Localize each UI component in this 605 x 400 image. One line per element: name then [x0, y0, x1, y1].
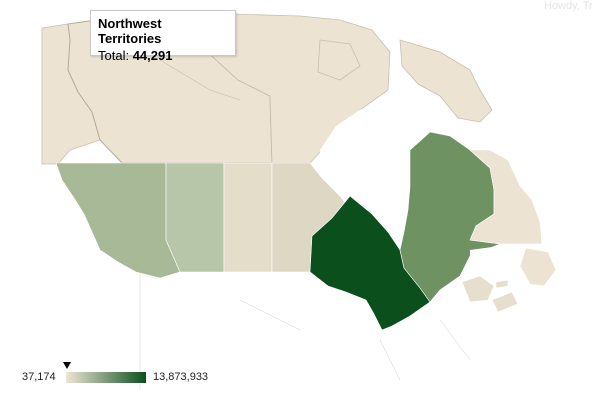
legend-marker-icon: [63, 362, 71, 369]
gulf-of-st-lawrence: [470, 246, 520, 272]
region-alberta[interactable]: [165, 162, 225, 273]
region-british-columbia[interactable]: [55, 162, 181, 279]
region-nova-scotia[interactable]: [491, 291, 519, 313]
island-arctic[interactable]: [317, 39, 361, 81]
legend-max-label: 13,873,933: [153, 371, 209, 383]
tooltip-total: Total: 44,291: [98, 48, 228, 63]
coastline-west: [159, 59, 241, 101]
region-new-brunswick[interactable]: [461, 275, 495, 303]
tooltip-title: Northwest Territories: [98, 16, 162, 46]
tooltip-total-value: 44,291: [132, 48, 173, 63]
region-prince-edward-island[interactable]: [495, 279, 509, 289]
hudson-bay: [320, 96, 414, 236]
region-tooltip: Northwest Territories Total: 44,291: [90, 10, 236, 63]
region-saskatchewan[interactable]: [223, 162, 273, 273]
region-newfoundland-and-labrador[interactable]: [469, 149, 543, 245]
us-border-lines: [139, 272, 471, 390]
island-newfoundland[interactable]: [519, 247, 557, 287]
legend-gradient-bar: [66, 372, 146, 383]
region-ontario[interactable]: [309, 195, 431, 331]
tooltip-total-label: Total:: [98, 48, 130, 63]
color-legend: 37,174 13,873,933: [0, 362, 260, 392]
legend-min-label: 37,174: [22, 371, 56, 383]
island-baffin[interactable]: [399, 39, 493, 123]
top-right-faint-text: Howdy, Tr: [544, 0, 593, 12]
